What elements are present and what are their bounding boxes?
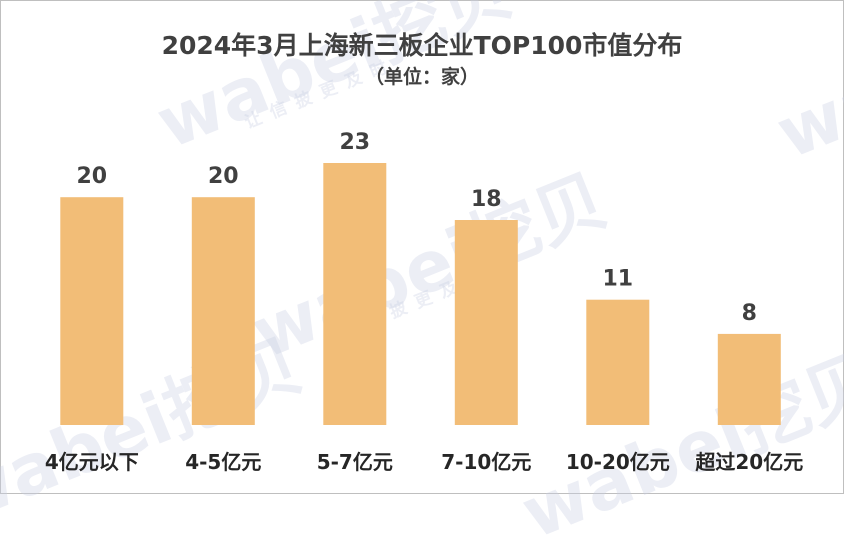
- category-label-4: 10-20亿元: [566, 450, 670, 474]
- bar-3: [454, 220, 518, 425]
- bar-5: [717, 333, 781, 425]
- category-label-3: 7-10亿元: [441, 450, 531, 474]
- bar-4: [586, 299, 650, 425]
- chart-subtitle: （单位：家）: [364, 66, 479, 88]
- bar-chart: 20 4亿元以下 20 4-5亿元 23 5-7亿元 18 7-10亿元 11 10-20亿元 8 超…: [45, 130, 803, 474]
- category-label-1: 4-5亿元: [185, 450, 261, 474]
- chart-frame: [0, 0, 844, 494]
- data-label-0: 20: [76, 164, 107, 189]
- category-label-0: 4亿元以下: [45, 450, 139, 474]
- data-label-4: 11: [602, 267, 633, 292]
- category-label-2: 5-7亿元: [317, 450, 393, 474]
- bar-2: [323, 163, 387, 425]
- data-label-1: 20: [208, 164, 239, 189]
- data-label-2: 23: [339, 130, 370, 155]
- bar-1: [191, 197, 255, 425]
- data-label-5: 8: [742, 301, 757, 326]
- category-label-5: 超过20亿元: [694, 450, 803, 474]
- bar-0: [60, 197, 124, 425]
- data-label-3: 18: [471, 187, 502, 212]
- chart-title: 2024年3月上海新三板企业TOP100市值分布: [161, 31, 683, 60]
